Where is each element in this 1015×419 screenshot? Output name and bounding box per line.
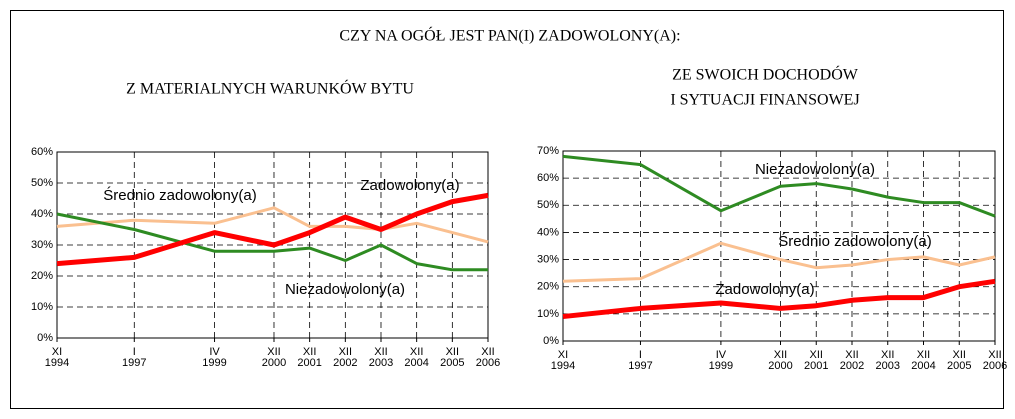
series-line: [562, 278, 996, 320]
x-tick-label: XII: [303, 346, 316, 358]
x-tick-label: 2002: [840, 360, 864, 372]
x-tick-label: 2006: [476, 357, 500, 369]
x-tick-label: XI: [52, 346, 62, 358]
series-label: Niezadowolony(a): [755, 161, 875, 178]
x-tick-label: XII: [446, 346, 459, 358]
x-tick-label: 2001: [297, 357, 321, 369]
x-tick-label: XII: [481, 346, 494, 358]
y-tick-label: 40%: [31, 208, 53, 220]
x-tick-label: 2006: [983, 360, 1007, 372]
x-tick-label: XII: [881, 349, 894, 361]
y-tick-label: 50%: [31, 177, 53, 189]
series-line: [562, 154, 996, 218]
series-line: [56, 212, 488, 272]
y-tick-label: 10%: [537, 308, 559, 320]
series-line: [56, 192, 489, 267]
x-tick-label: 2005: [440, 357, 464, 369]
x-tick-label: XII: [267, 346, 280, 358]
series-label: Niezadowolony(a): [285, 281, 405, 298]
x-tick-label: XII: [410, 346, 423, 358]
x-tick-label: XII: [988, 349, 1001, 361]
x-tick-label: 2005: [947, 360, 971, 372]
series-label: Średnio zadowolony(a): [778, 232, 931, 250]
x-tick-label: 2001: [804, 360, 828, 372]
x-tick-label: IV: [209, 346, 220, 358]
y-tick-label: 50%: [537, 199, 559, 211]
page-title: CZY NA OGÓŁ JEST PAN(I) ZADOWOLONY(A):: [339, 26, 680, 45]
x-tick-label: I: [639, 349, 642, 361]
y-tick-label: 30%: [31, 239, 53, 251]
x-tick-label: XII: [917, 349, 930, 361]
y-tick-label: 20%: [31, 270, 53, 282]
y-tick-label: 20%: [537, 281, 559, 293]
x-tick-label: XII: [339, 346, 352, 358]
y-tick-label: 60%: [537, 172, 559, 184]
x-tick-label: XI: [558, 349, 568, 361]
y-tick-label: 0%: [37, 332, 53, 344]
x-tick-label: 1997: [628, 360, 652, 372]
x-tick-label: 2000: [768, 360, 792, 372]
x-tick-label: 2000: [262, 357, 286, 369]
y-tick-label: 40%: [537, 226, 559, 238]
x-tick-label: XII: [374, 346, 387, 358]
x-tick-label: 1994: [45, 357, 69, 369]
series-label: Średnio zadowolony(a): [103, 186, 256, 204]
x-tick-label: IV: [716, 349, 727, 361]
x-tick-label: XII: [810, 349, 823, 361]
y-tick-label: 30%: [537, 253, 559, 265]
x-tick-label: 1999: [709, 360, 733, 372]
x-tick-label: 2002: [333, 357, 357, 369]
x-tick-label: 2004: [404, 357, 428, 369]
chart-title: Z MATERIALNYCH WARUNKÓW BYTU: [126, 79, 414, 98]
chart-title: I SYTUACJI FINANSOWEJ: [670, 92, 859, 109]
y-tick-label: 10%: [31, 301, 53, 313]
series-line: [562, 241, 996, 283]
x-tick-label: XII: [774, 349, 787, 361]
y-tick-label: 60%: [31, 146, 53, 158]
x-tick-label: 1994: [551, 360, 575, 372]
x-tick-label: I: [133, 346, 136, 358]
x-tick-label: 1999: [202, 357, 226, 369]
x-tick-label: 2004: [911, 360, 935, 372]
series-label: Zadowolony(a): [360, 177, 459, 194]
x-tick-label: 2003: [876, 360, 900, 372]
x-tick-label: 1997: [122, 357, 146, 369]
x-tick-label: XII: [845, 349, 858, 361]
chart-title: ZE SWOICH DOCHODÓW: [672, 65, 859, 84]
y-tick-label: 0%: [543, 335, 559, 347]
x-tick-label: 2003: [369, 357, 393, 369]
x-tick-label: XII: [953, 349, 966, 361]
series-label: Zadowolony(a): [715, 281, 814, 298]
y-tick-label: 70%: [537, 145, 559, 157]
